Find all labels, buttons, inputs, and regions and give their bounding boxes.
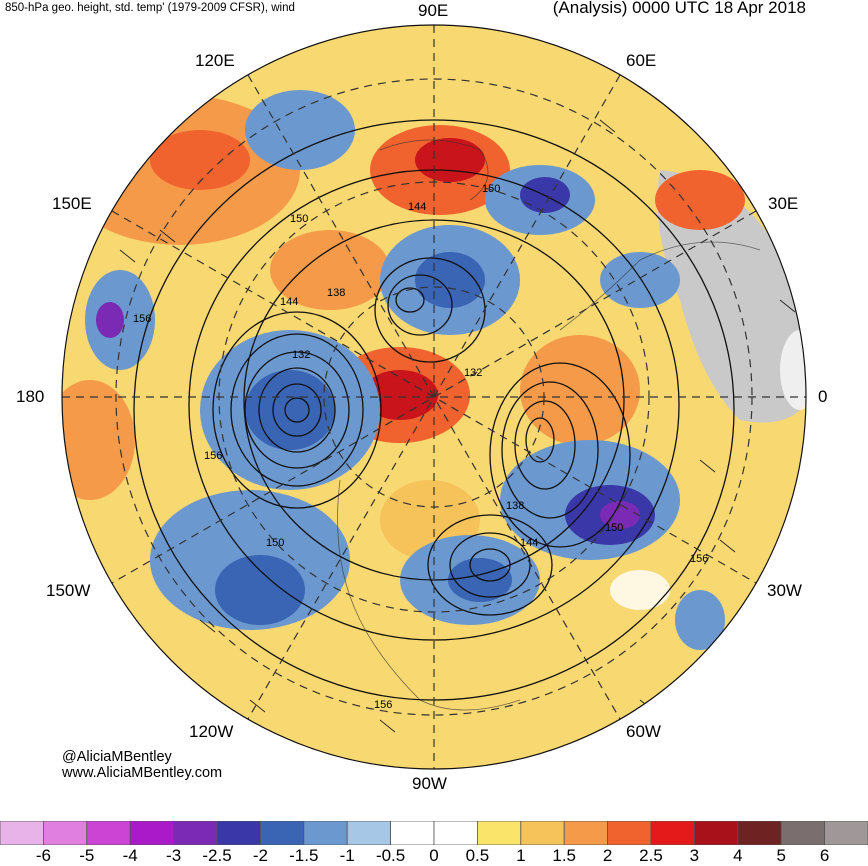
colorbar-swatch (650, 821, 695, 845)
contour-label: 144 (408, 201, 426, 213)
colorbar-swatch (520, 821, 565, 845)
colorbar-swatch (346, 821, 392, 845)
contour-label: 144 (280, 296, 298, 308)
colorbar-tick-label: -2 (252, 846, 268, 865)
lon-label-60w: 60W (626, 722, 661, 741)
contour-label: 156 (690, 553, 708, 565)
colorbar-tick-label: 4 (733, 846, 743, 865)
colorbar-tick-label: -6 (35, 846, 51, 865)
colorbar-tick-label: 5 (776, 846, 786, 865)
colorbar-tick-label: -4 (122, 846, 138, 865)
colorbar-swatch (476, 821, 522, 845)
contour-label: 132 (464, 367, 482, 379)
colorbar-swatch (433, 821, 478, 845)
contour-label: 156 (204, 450, 222, 462)
lon-label-180: 180 (16, 387, 45, 406)
colorbar-tick-label: 1.5 (552, 846, 577, 865)
colorbar-tick-label: 3 (689, 846, 700, 865)
colorbar-swatch (0, 821, 44, 845)
colorbar-tick-label: -5 (79, 846, 95, 865)
lon-label-90w: 90W (412, 774, 447, 793)
colorbar-swatch (780, 821, 826, 845)
contour-label-group: 150 144 150 138 144 156 132 132 156 138 … (133, 183, 708, 711)
colorbar-tick-label: -2.5 (202, 846, 232, 865)
colorbar-swatch (824, 821, 868, 845)
colorbar-tick-label: 2.5 (639, 846, 663, 865)
colorbar-tick-label: -3 (166, 846, 182, 865)
contour-label: 138 (327, 287, 345, 299)
map-title-right: (Analysis) 0000 UTC 18 Apr 2018 (552, 0, 806, 17)
lon-label-0: 0 (818, 387, 828, 406)
colorbar-tick-label: -1.5 (289, 846, 319, 865)
polar-map: 150 144 150 138 144 156 132 132 156 138 … (61, 24, 807, 770)
contour-label: 150 (482, 183, 500, 195)
colorbar-swatch (694, 821, 739, 845)
lon-label-60e: 60E (626, 51, 657, 70)
colorbar-swatch (303, 821, 348, 845)
contour-label: 150 (605, 522, 623, 534)
colorbar-tick-label: 1 (516, 846, 526, 865)
map-boundary (61, 24, 807, 770)
colorbar-tick-label: -1 (339, 846, 355, 865)
colorbar-swatch (43, 821, 88, 845)
grey-terrain-region (657, 170, 806, 423)
lon-label-150w: 150W (46, 581, 91, 600)
colorbar-tick-label: -0.5 (375, 846, 406, 865)
lon-label-30w: 30W (767, 581, 802, 600)
credit-handle: @AliciaMBentley (62, 749, 172, 765)
colorbar-tick-label: 2 (602, 846, 613, 865)
lon-label-30e: 30E (768, 194, 799, 213)
colorbar-swatch (173, 821, 218, 845)
colorbar-tick-label: 6 (819, 846, 830, 865)
colorbar-swatch (86, 821, 131, 845)
colorbar-tick-label: 0.5 (465, 846, 490, 865)
map-title-left: 850-hPa geo. height, std. temp' (1979-20… (5, 2, 295, 14)
colorbar-swatch (129, 821, 174, 845)
colorbar-swatch (216, 821, 261, 845)
lon-label-90e: 90E (418, 1, 449, 20)
contour-label: 138 (506, 500, 524, 512)
graticule (62, 25, 806, 769)
colorbar-swatch (607, 821, 652, 845)
colorbar-tick-label: 0 (429, 846, 439, 865)
colorbar (0, 821, 868, 845)
colorbar-swatch (259, 821, 305, 845)
lon-label-150e: 150E (52, 194, 92, 213)
colorbar-swatch (563, 821, 609, 845)
lon-label-120w: 120W (189, 722, 234, 741)
contour-label: 150 (290, 213, 308, 225)
lon-label-120e: 120E (195, 51, 235, 70)
credit-website: www.AliciaMBentley.com (62, 765, 223, 781)
contour-label: 132 (292, 349, 310, 361)
contour-label: 156 (133, 313, 151, 325)
contour-label: 150 (266, 537, 284, 549)
contour-label: 144 (520, 537, 538, 549)
colorbar-swatch (390, 821, 435, 845)
contour-label: 156 (374, 699, 392, 711)
colorbar-swatch (737, 821, 782, 845)
